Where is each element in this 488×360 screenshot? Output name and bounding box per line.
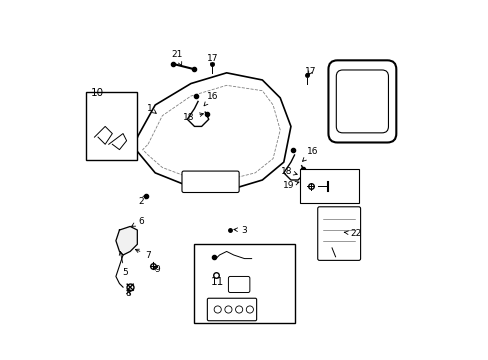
Text: 14: 14: [242, 281, 259, 290]
Text: 4: 4: [368, 70, 373, 79]
Text: 17: 17: [206, 54, 218, 67]
Text: 9: 9: [154, 265, 160, 274]
Text: 18: 18: [281, 167, 297, 176]
Text: 13: 13: [193, 306, 210, 315]
Bar: [194, 244, 294, 323]
FancyBboxPatch shape: [182, 171, 239, 193]
Polygon shape: [116, 226, 137, 255]
Text: 10: 10: [91, 88, 103, 98]
Text: 12: 12: [199, 270, 215, 279]
Text: 18: 18: [183, 113, 203, 122]
FancyBboxPatch shape: [328, 60, 395, 143]
FancyBboxPatch shape: [317, 207, 360, 260]
Bar: [299, 169, 358, 203]
Text: 11: 11: [211, 278, 224, 287]
Text: 15: 15: [197, 256, 215, 265]
Text: 21: 21: [171, 50, 182, 66]
Bar: [85, 93, 137, 160]
Text: 17: 17: [304, 67, 316, 76]
FancyBboxPatch shape: [336, 70, 387, 133]
Text: 7: 7: [135, 249, 151, 260]
Text: 5: 5: [119, 252, 127, 277]
Text: 1: 1: [147, 104, 156, 113]
FancyBboxPatch shape: [228, 276, 249, 293]
Text: 19: 19: [283, 181, 298, 190]
Text: 8: 8: [125, 289, 131, 298]
FancyBboxPatch shape: [207, 298, 256, 321]
Text: 16: 16: [203, 91, 218, 106]
Text: 16: 16: [302, 147, 318, 161]
Text: 6: 6: [131, 217, 143, 226]
Text: 2: 2: [138, 195, 146, 206]
Text: 20: 20: [325, 180, 345, 189]
Text: 22: 22: [344, 229, 361, 238]
Text: 3: 3: [233, 225, 246, 234]
